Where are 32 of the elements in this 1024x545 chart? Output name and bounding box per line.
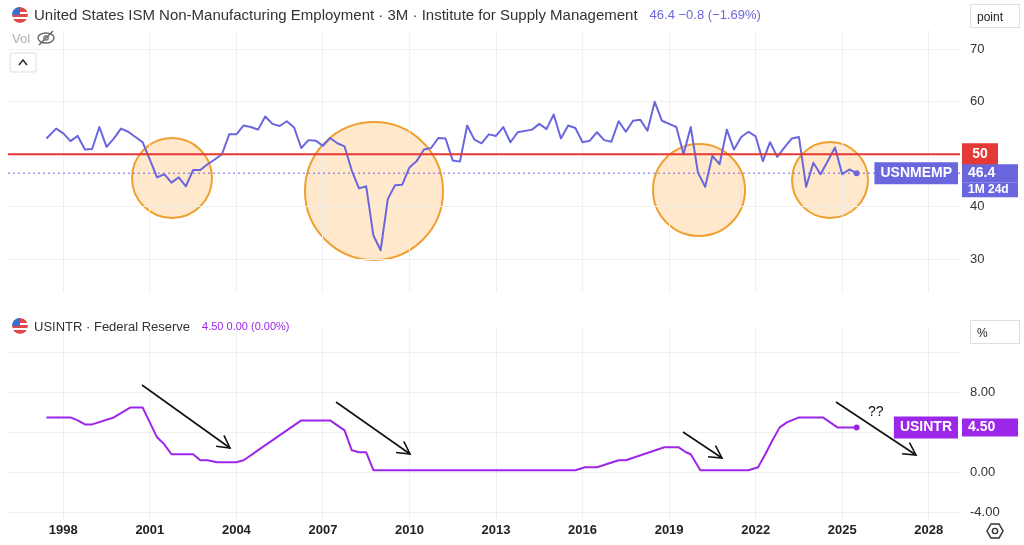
legend-label: USNMEMP bbox=[880, 164, 952, 181]
y-tick-label: 8.00 bbox=[970, 384, 996, 400]
x-tick-label: 2028 bbox=[914, 522, 944, 538]
x-tick-label: 2022 bbox=[741, 522, 771, 538]
text: 4.50 bbox=[968, 418, 996, 435]
x-tick-label: 2016 bbox=[568, 522, 598, 538]
y-tick-label: 70 bbox=[970, 40, 985, 56]
ref-line-label: 50 bbox=[972, 145, 988, 162]
y-axis-title: point bbox=[970, 4, 1020, 28]
y-tick-label: 0.00 bbox=[970, 463, 996, 479]
chart-subtitle: 4.50 0.00 (0.00%) bbox=[202, 320, 290, 332]
x-tick-label: 2007 bbox=[308, 522, 338, 538]
text: 1M 24d bbox=[968, 181, 1009, 196]
chart-title: United States ISM Non-Manufacturing Employment · 3M · Institute for Supply Management bbox=[34, 6, 638, 23]
annotation: Vol bbox=[12, 31, 31, 46]
x-tick-label: 2019 bbox=[654, 522, 684, 538]
chart-subtitle: 46.4 −0.8 (−1.69%) bbox=[649, 7, 761, 22]
y-tick-label: 30 bbox=[970, 250, 985, 266]
y-tick-label: 40 bbox=[970, 198, 985, 214]
legend-label: USINTR bbox=[899, 418, 953, 435]
x-tick-label: 2001 bbox=[135, 522, 165, 538]
x-tick-label: 2025 bbox=[827, 522, 857, 538]
y-axis-title: % bbox=[970, 320, 1020, 344]
x-tick-label: 2010 bbox=[395, 522, 424, 538]
y-tick-label: -4.00 bbox=[970, 503, 1000, 519]
text: 46.4 bbox=[968, 164, 996, 181]
x-tick-label: 1998 bbox=[48, 522, 78, 538]
annotation: ?? bbox=[868, 403, 884, 419]
y-tick-label: 60 bbox=[970, 93, 985, 109]
chart-title: USINTR · Federal Reserve bbox=[34, 318, 191, 334]
x-tick-label: 2004 bbox=[221, 522, 252, 538]
x-tick-label: 2013 bbox=[481, 522, 511, 538]
